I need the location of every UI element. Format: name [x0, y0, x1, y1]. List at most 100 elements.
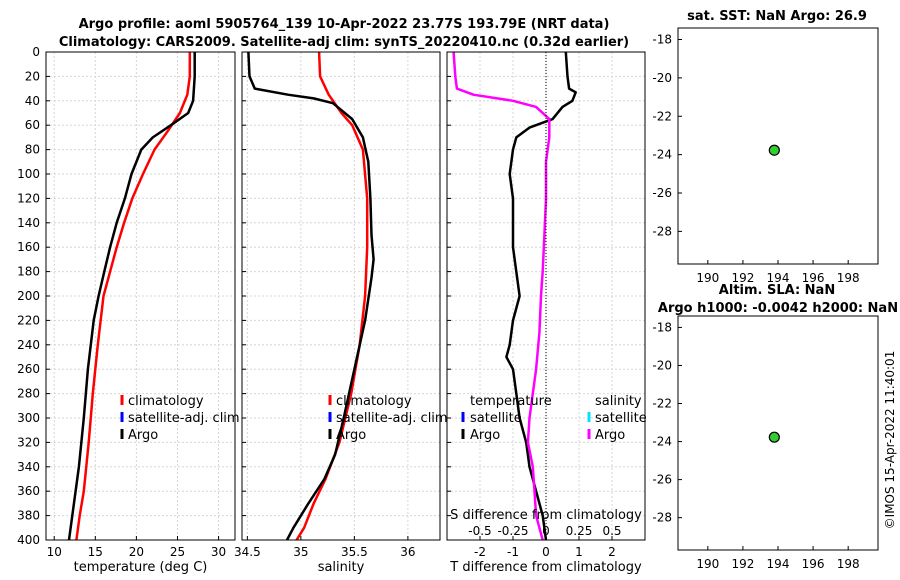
- x-tick-label: 10: [47, 545, 62, 559]
- y-tick-label: 60: [25, 118, 40, 132]
- y-tick-label: 160: [17, 240, 40, 254]
- s-tick-label: -0.5: [468, 524, 491, 538]
- difference-panel: -2 -1 0 1 2T difference from climatology S di…: [446, 51, 647, 575]
- plot-frame: [45, 51, 236, 541]
- y-tick-label: 280: [17, 387, 40, 401]
- y-tick-label: 260: [17, 362, 40, 376]
- y-tick-label: 0: [32, 45, 40, 59]
- plot-frame: [241, 51, 441, 541]
- x-tick-label: 36: [400, 545, 415, 559]
- x-tick-label: 198: [837, 557, 860, 571]
- y-tick-label: -26: [652, 186, 672, 200]
- legend-label: Argo: [128, 428, 158, 443]
- y-tick-label: -20: [652, 71, 672, 85]
- map-frame: [677, 27, 879, 265]
- y-tick-label: 80: [25, 143, 40, 157]
- x-tick-label: 0: [542, 545, 550, 559]
- x-axis-label: salinity: [318, 560, 365, 575]
- series-line-t-difference-argo: [505, 51, 577, 541]
- x-tick-label: 25: [170, 545, 185, 559]
- y-tick-label: -18: [652, 320, 672, 334]
- y-tick-label: 120: [17, 191, 40, 205]
- legend-label: satellite-adj. clim: [128, 411, 240, 426]
- x-tick-label: 198: [837, 271, 860, 285]
- s-tick-label: 0.25: [566, 524, 593, 538]
- y-tick-label: 200: [17, 289, 40, 303]
- y-tick-label: -24: [652, 148, 672, 162]
- series-line-argo: [247, 51, 375, 541]
- s-difference-label: S difference from climatology: [450, 508, 642, 523]
- y-tick-label: 20: [25, 69, 40, 83]
- x-tick-label: 192: [731, 557, 754, 571]
- y-tick-label: 300: [17, 411, 40, 425]
- x-tick-label: 30: [211, 545, 226, 559]
- x-tick-label: 20: [129, 545, 144, 559]
- legend-label: satellite-adj. clim: [336, 411, 448, 426]
- x-tick-label: 190: [696, 271, 719, 285]
- legend-label: climatology: [128, 394, 204, 409]
- title-line-2: Climatology: CARS2009. Satellite-adj cli…: [59, 35, 629, 50]
- legend-label: climatology: [336, 394, 412, 409]
- x-tick-label: 194: [767, 271, 790, 285]
- legend-label: Argo: [336, 428, 366, 443]
- legend-label: Argo: [470, 428, 500, 443]
- y-tick-label: 240: [17, 338, 40, 352]
- temperature-panel: 0 20 40 60 80 100 120 140 160 180 200 220 240 260 280 3…: [17, 45, 240, 575]
- x-tick-label: 190: [696, 557, 719, 571]
- legend-label: satellite: [470, 411, 522, 426]
- map-title: sat. SST: NaN Argo: 26.9: [687, 9, 867, 24]
- x-axis-label: T difference from climatology: [449, 560, 642, 575]
- y-tick-label: 220: [17, 313, 40, 327]
- sst-map-panel: -18 -20 -22 -24 -26 -28 190 192 194 196 198 sat. SS…: [652, 9, 879, 285]
- x-tick-label: 35: [293, 545, 308, 559]
- x-tick-label: -2: [474, 545, 486, 559]
- sla-map-panel: -18 -20 -22 -24 -26 -28 190 192 194 196 198 Altim. …: [652, 283, 898, 571]
- x-tick-label: 35.5: [341, 545, 368, 559]
- s-tick-label: -0.25: [497, 524, 528, 538]
- series-line-climatology: [75, 52, 192, 541]
- x-axis-label: temperature (deg C): [74, 560, 208, 575]
- y-tick-label: -28: [652, 511, 672, 525]
- series-line-s-difference-argo: [452, 51, 551, 541]
- map-subtitle: Argo h1000: -0.0042 h2000: NaN: [658, 301, 898, 316]
- y-tick-label: 360: [17, 484, 40, 498]
- salinity-panel: 34.5 35 35.5 36 salinity climatology satellite…: [234, 51, 448, 575]
- y-tick-label: -22: [652, 397, 672, 411]
- title-line-1: Argo profile: aoml 5905764_139 10-Apr-20…: [79, 17, 610, 32]
- legend-title-salinity: salinity: [595, 394, 642, 409]
- y-tick-label: -24: [652, 435, 672, 449]
- float-location-point: [768, 144, 780, 156]
- x-tick-label: 2: [608, 545, 616, 559]
- legend-title-temperature: temperature: [470, 394, 552, 409]
- y-tick-label: 380: [17, 509, 40, 523]
- x-tick-label: 192: [731, 271, 754, 285]
- y-tick-label: 100: [17, 167, 40, 181]
- x-tick-label: 34.5: [234, 545, 261, 559]
- y-tick-label: -22: [652, 109, 672, 123]
- float-location-point: [768, 431, 780, 443]
- y-tick-label: -28: [652, 224, 672, 238]
- x-tick-label: 194: [767, 557, 790, 571]
- s-tick-label: 0: [542, 524, 550, 538]
- y-tick-label: -18: [652, 33, 672, 47]
- y-tick-label: -20: [652, 358, 672, 372]
- x-tick-label: 196: [802, 557, 825, 571]
- y-tick-label: 320: [17, 435, 40, 449]
- x-tick-label: -1: [507, 545, 519, 559]
- y-tick-label: 140: [17, 216, 40, 230]
- s-tick-label: 0.5: [602, 524, 621, 538]
- x-tick-label: 196: [802, 271, 825, 285]
- x-tick-label: 1: [575, 545, 583, 559]
- y-tick-label: 180: [17, 265, 40, 279]
- y-tick-label: 40: [25, 94, 40, 108]
- legend-label: Argo: [595, 428, 625, 443]
- y-tick-label: 340: [17, 460, 40, 474]
- legend-label: satellite: [595, 411, 647, 426]
- y-tick-label: -26: [652, 473, 672, 487]
- timestamp-stamp: ©IMOS 15-Apr-2022 11:40:01: [883, 351, 897, 530]
- y-tick-label: 400: [17, 533, 40, 547]
- map-title: Altim. SLA: NaN: [719, 283, 835, 298]
- x-tick-label: 15: [88, 545, 103, 559]
- series-line-argo: [67, 52, 196, 541]
